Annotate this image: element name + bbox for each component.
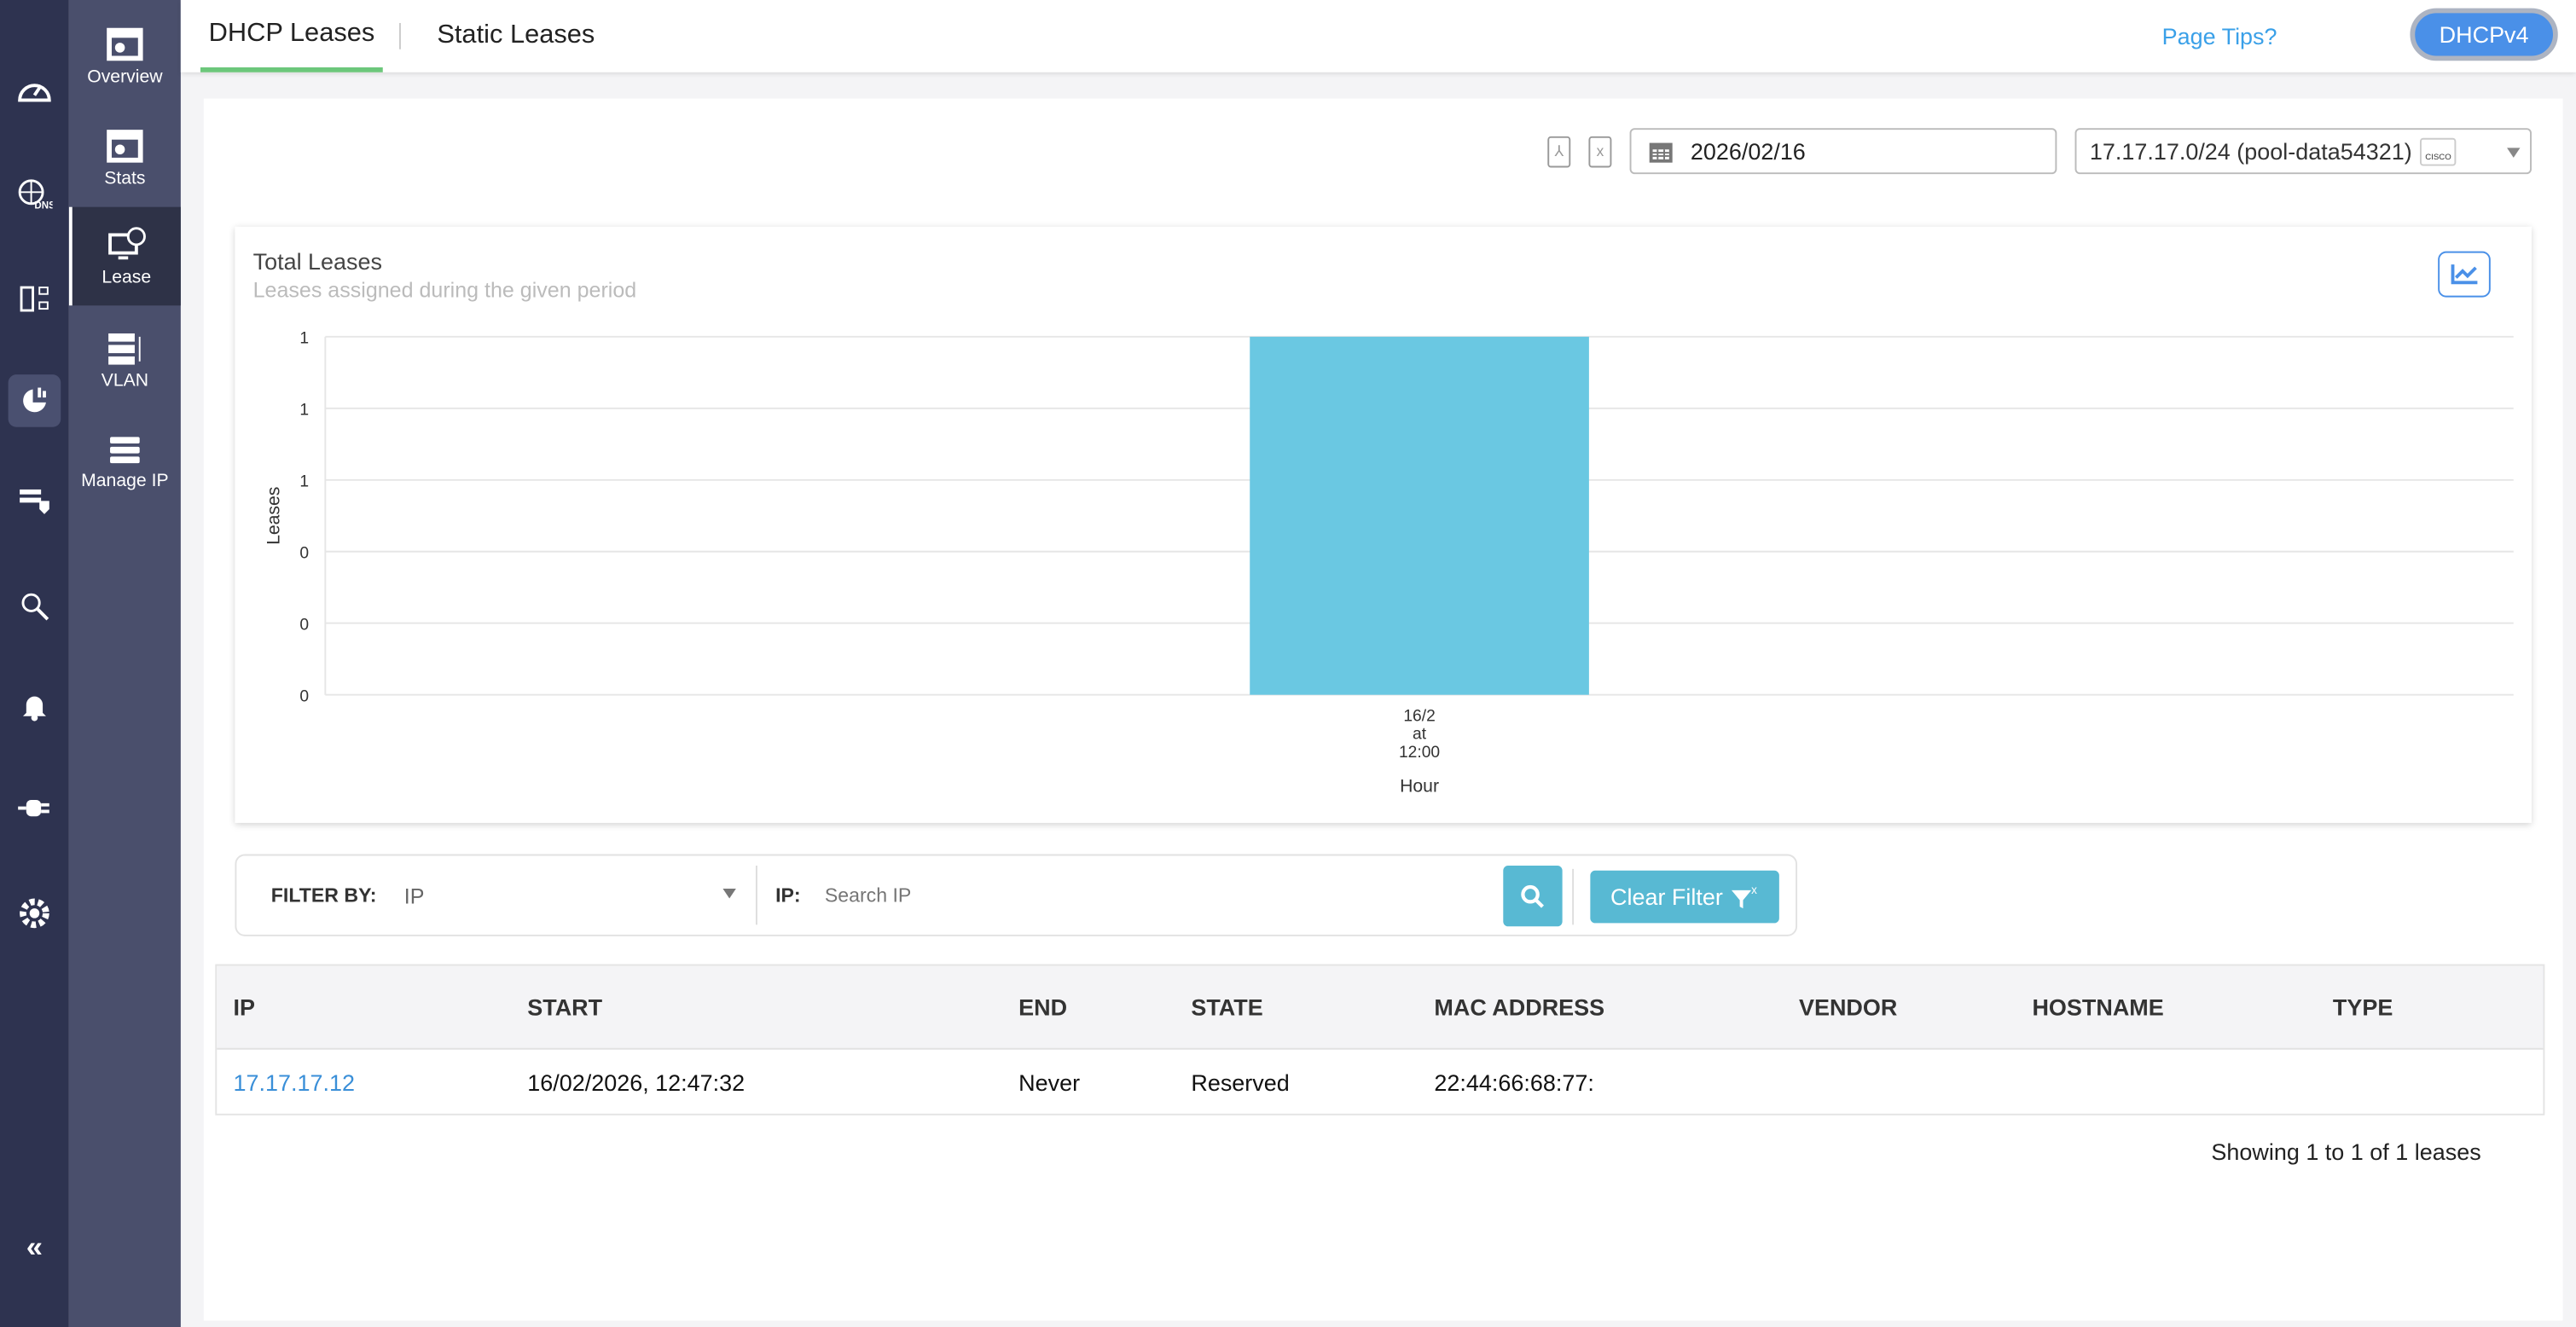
table-header: IP START END STATE MAC ADDRESS VENDOR HOSTNAME… xyxy=(217,965,2544,1050)
bell-icon[interactable] xyxy=(9,680,61,733)
excel-export-icon[interactable]: x xyxy=(1588,136,1612,168)
dashboard-window-icon xyxy=(107,129,143,162)
monitor-clock-icon xyxy=(108,226,146,259)
sub-nav: Overview Stats Lease VLAN Manage IP xyxy=(68,0,181,1327)
ip-link[interactable]: 17.17.17.12 xyxy=(233,1069,355,1096)
tab-dhcp-leases[interactable]: DHCP Leases xyxy=(200,0,383,72)
x-tick-label: 16/2 xyxy=(1403,708,1435,726)
page-tips-link[interactable]: Page Tips? xyxy=(2161,22,2277,49)
subnav-item-vlan[interactable]: VLAN xyxy=(69,309,181,410)
double-chevron-left-icon[interactable]: « xyxy=(26,1229,44,1263)
subnav-item-manage-ip[interactable]: Manage IP xyxy=(69,411,181,513)
ip-label: IP: xyxy=(775,884,801,907)
table-cell: 22:44:66:68:77: xyxy=(1434,1069,1594,1096)
tab-divider xyxy=(399,22,401,49)
column-header[interactable]: IP xyxy=(233,994,255,1021)
filter-field-select[interactable]: IP xyxy=(401,872,743,918)
search-ip-input[interactable] xyxy=(824,872,1482,918)
svg-text:DNS: DNS xyxy=(34,201,52,211)
table-cell: 16/02/2026, 12:47:32 xyxy=(527,1069,746,1096)
y-tick-label: 0 xyxy=(299,616,309,634)
top-bar: DHCP Leases Static Leases Page Tips? DHC… xyxy=(180,0,2576,72)
column-header[interactable]: HOSTNAME xyxy=(2032,994,2164,1021)
filter-by-label: FILTER BY: xyxy=(270,884,377,907)
server-stack-icon xyxy=(108,333,141,364)
x-tick-label: 12:00 xyxy=(1399,744,1440,762)
column-header[interactable]: VENDOR xyxy=(1798,994,1898,1021)
globe-dns-icon[interactable]: DNS xyxy=(9,167,61,220)
chart-title: Total Leases xyxy=(252,247,383,275)
column-header[interactable]: STATE xyxy=(1191,994,1263,1021)
subnav-item-lease[interactable]: Lease xyxy=(68,206,181,306)
y-tick-label: 0 xyxy=(299,687,309,705)
server-network-icon[interactable] xyxy=(9,273,61,326)
table-cell: Never xyxy=(1018,1069,1081,1096)
subnav-label: Lease xyxy=(102,266,152,287)
svg-text:x: x xyxy=(1751,884,1757,896)
date-value: 2026/02/16 xyxy=(1690,137,1806,165)
bar[interactable] xyxy=(1250,336,1589,695)
main-rail: DNS « xyxy=(0,0,69,1327)
filter-bar: FILTER BY: IP IP: Clear Filter x xyxy=(235,854,1798,936)
chevron-down-icon xyxy=(722,888,736,899)
clear-filter-button[interactable]: Clear Filter x xyxy=(1590,870,1779,924)
table-cell: Reserved xyxy=(1191,1069,1290,1096)
subnav-label: Manage IP xyxy=(81,470,169,490)
y-axis-label: Leases xyxy=(264,487,283,545)
pool-value: 17.17.17.0/24 (pool-data54321) xyxy=(2089,137,2412,165)
cisco-logo: CISCO xyxy=(2420,136,2457,165)
subnav-item-stats[interactable]: Stats xyxy=(69,107,181,208)
dashboard-window-icon xyxy=(107,26,143,61)
column-header[interactable]: END xyxy=(1018,994,1068,1021)
protocol-toggle-button[interactable]: DHCPv4 xyxy=(2410,8,2558,61)
search-icon xyxy=(1521,884,1545,907)
search-button[interactable] xyxy=(1503,866,1563,927)
line-chart-icon xyxy=(2451,264,2478,285)
divider xyxy=(755,866,757,925)
filter-field-value: IP xyxy=(403,884,425,909)
tab-static-leases[interactable]: Static Leases xyxy=(437,21,595,49)
pagination-summary: Showing 1 to 1 of 1 leases xyxy=(2211,1138,2481,1165)
subnav-label: Overview xyxy=(87,67,163,87)
subnav-label: VLAN xyxy=(101,370,149,391)
filter-clear-icon: x xyxy=(1731,884,1757,909)
pie-chart-icon[interactable] xyxy=(8,374,61,427)
speedometer-icon[interactable] xyxy=(9,62,61,115)
y-tick-label: 1 xyxy=(299,472,309,490)
date-picker[interactable]: 2026/02/16 xyxy=(1629,128,2057,175)
clear-filter-label: Clear Filter xyxy=(1610,884,1723,911)
server-shield-icon[interactable] xyxy=(9,475,61,528)
plug-icon[interactable] xyxy=(9,782,61,835)
chart-subtitle: Leases assigned during the given period xyxy=(252,277,637,303)
calendar-icon xyxy=(1649,142,1673,163)
y-tick-label: 0 xyxy=(299,544,309,562)
subnav-item-overview[interactable]: Overview xyxy=(69,5,181,107)
pool-select[interactable]: 17.17.17.0/24 (pool-data54321) CISCO xyxy=(2074,128,2532,175)
search-network-icon[interactable] xyxy=(9,580,61,633)
y-tick-label: 1 xyxy=(299,402,309,420)
y-tick-label: 1 xyxy=(299,330,309,348)
column-header[interactable]: MAC ADDRESS xyxy=(1434,994,1605,1021)
leases-table: IP START END STATE MAC ADDRESS VENDOR HOSTNAME… xyxy=(215,964,2545,1115)
pdf-export-icon[interactable]: ⅄ xyxy=(1547,136,1571,168)
gear-wrench-icon[interactable] xyxy=(9,887,61,940)
divider xyxy=(1572,868,1575,925)
total-leases-card: Total Leases Leases assigned during the … xyxy=(235,226,2532,823)
column-header[interactable]: TYPE xyxy=(2332,994,2393,1021)
chart-type-toggle-button[interactable] xyxy=(2438,251,2491,298)
subnav-label: Stats xyxy=(104,168,146,188)
x-axis-label: Hour xyxy=(1400,776,1439,796)
column-header[interactable]: START xyxy=(527,994,603,1021)
x-tick-label: at xyxy=(1413,726,1427,744)
server-icon xyxy=(110,436,140,463)
chevron-down-icon xyxy=(2507,148,2521,158)
